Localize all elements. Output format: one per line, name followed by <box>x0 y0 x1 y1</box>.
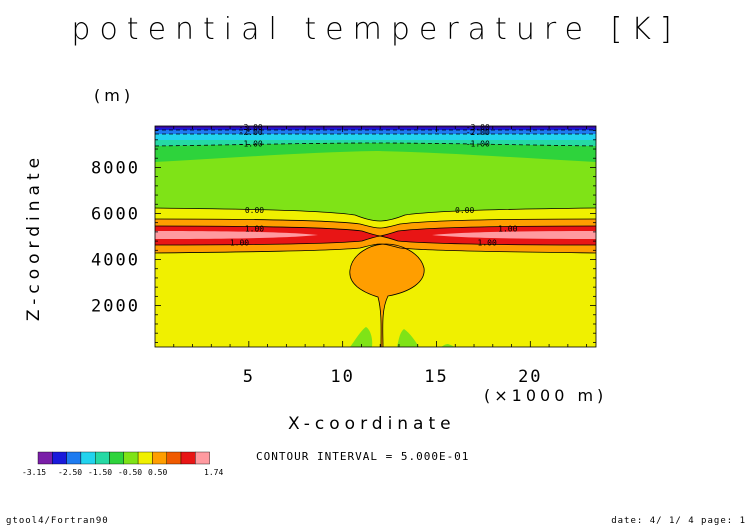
legend-swatch <box>52 451 67 465</box>
contour-line-pos05-bottom <box>155 243 596 254</box>
tick-labels: 5 10 15 20 2000 4000 6000 8000 <box>91 158 542 387</box>
legend-swatch <box>94 451 110 465</box>
legend-swatch <box>123 451 139 465</box>
contour-lines <box>155 129 596 347</box>
contour-label: 1.00 <box>478 238 497 247</box>
contour-label: -2.00 <box>466 128 490 137</box>
contour-label: -2.00 <box>239 128 263 137</box>
contour-label: -3.00 <box>466 123 490 132</box>
fill-green-plume-left <box>350 327 373 347</box>
legend-swatch <box>80 451 96 465</box>
contour-line-zero <box>155 207 596 222</box>
legend-label: 0.50 <box>148 468 167 477</box>
contour-interval-text: CONTOUR INTERVAL = 5.000E-01 <box>256 450 470 463</box>
x-tick-label: 20 <box>518 367 542 387</box>
contour-line-pos05-top <box>155 218 596 229</box>
x-tick-label: 10 <box>330 367 354 387</box>
x-tick-label: 15 <box>424 367 448 387</box>
contour-line-plume <box>349 243 425 347</box>
legend-label: -1.50 <box>88 468 112 477</box>
legend-swatch <box>180 451 196 465</box>
legend-swatch <box>37 451 53 465</box>
y-tick-label: 4000 <box>91 251 140 271</box>
contour-line-pos1-bottom <box>155 235 596 246</box>
footer-left: gtool4/Fortran90 <box>6 516 109 526</box>
contour-line-neg1 <box>155 142 596 147</box>
legend-swatch <box>166 451 182 465</box>
x-axis-unit: (×1000 m) <box>484 386 608 405</box>
fill-pink-right <box>432 231 596 239</box>
fill-pink-left <box>155 231 318 239</box>
x-tick-label: 5 <box>243 367 255 387</box>
legend-swatch <box>66 451 82 465</box>
fill-orange-plume <box>349 244 425 347</box>
footer-right: date: 4/ 1/ 4 page: 1 <box>611 516 746 526</box>
contour-label: 0.00 <box>455 206 474 215</box>
y-tick-label: 8000 <box>91 158 140 178</box>
legend-swatch <box>195 451 210 465</box>
contour-fills <box>155 126 596 347</box>
contour-label: -1.00 <box>466 139 490 148</box>
contour-label: 1.00 <box>245 224 264 233</box>
legend-swatch <box>137 451 153 465</box>
legend-label: -2.50 <box>58 468 82 477</box>
contour-labels: -3.00-2.00-1.000.001.001.00-3.00-2.00-1.… <box>230 123 518 247</box>
y-axis-unit: (m) <box>94 86 135 105</box>
contour-label: 1.00 <box>230 238 249 247</box>
contour-label: 0.00 <box>245 206 264 215</box>
color-legend: -3.15 -2.50 -1.50 -0.50 0.50 1.74 <box>22 451 223 477</box>
axis-ticks <box>155 126 596 347</box>
legend-label: -0.50 <box>118 468 142 477</box>
legend-label: 1.74 <box>204 468 223 477</box>
fill-red <box>155 226 596 245</box>
fill-green-patch-corner <box>441 344 455 347</box>
page-title: potential temperature [K] <box>71 12 681 47</box>
fill-purple <box>155 126 596 128</box>
fill-green-plume-right <box>397 329 419 347</box>
contour-label: -3.00 <box>239 123 263 132</box>
plot-frame <box>154 125 597 348</box>
x-axis-label: X-coordinate <box>288 414 456 434</box>
y-tick-label: 2000 <box>91 297 140 317</box>
legend-swatch <box>109 451 125 465</box>
legend-swatch <box>152 451 167 465</box>
legend-label: -3.15 <box>22 468 46 477</box>
contour-label: 1.00 <box>498 224 517 233</box>
y-tick-label: 6000 <box>91 204 140 224</box>
contour-label: -1.00 <box>239 139 263 148</box>
